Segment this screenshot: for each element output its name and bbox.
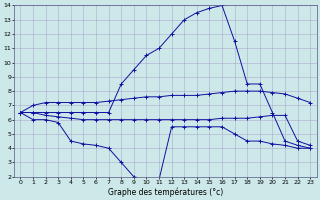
X-axis label: Graphe des températures (°c): Graphe des températures (°c)	[108, 187, 223, 197]
